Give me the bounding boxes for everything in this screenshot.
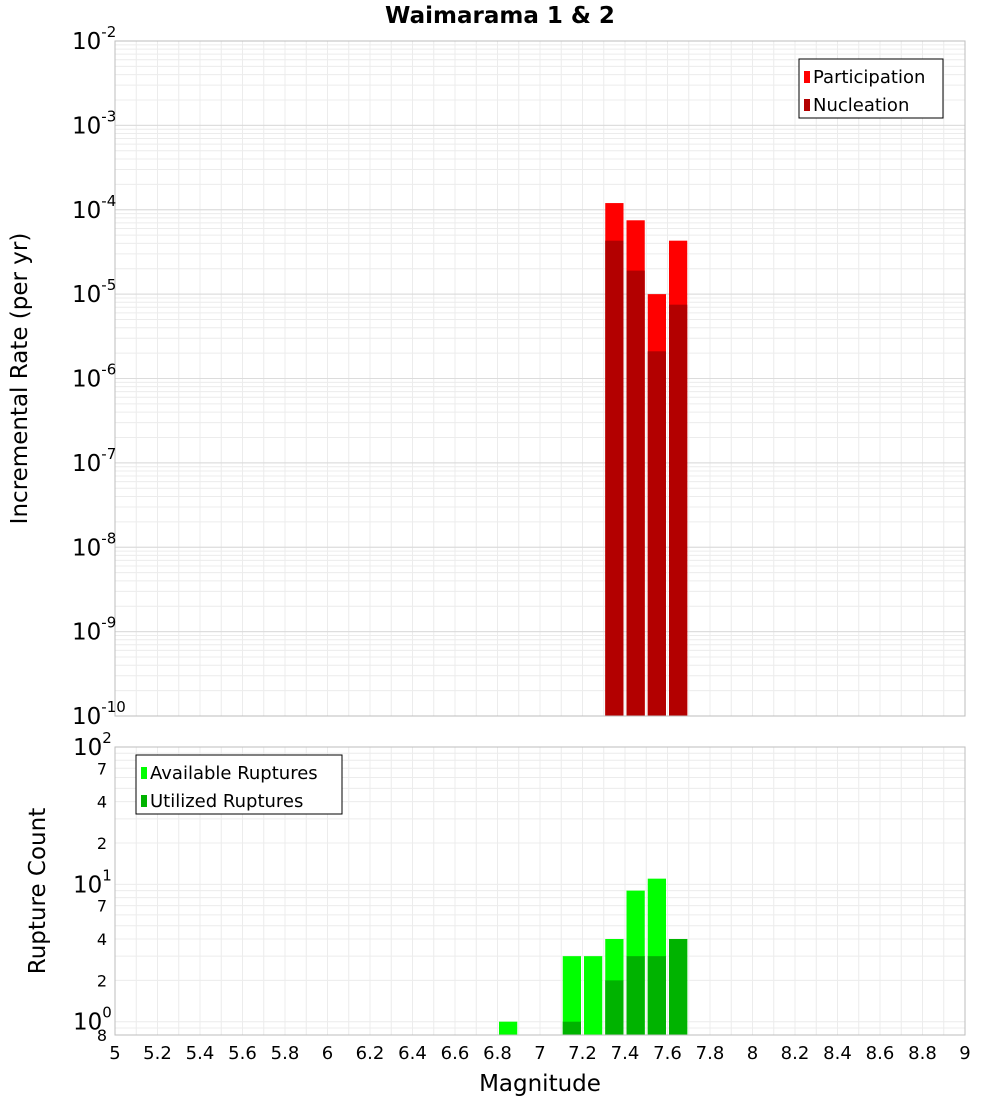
legend-box: [135, 754, 343, 815]
y-tick-label: 100: [73, 1004, 112, 1036]
bottom-y-axis-label: Rupture Count: [25, 808, 51, 974]
x-axis-label: Magnitude: [479, 1071, 601, 1097]
bar-available-ruptures: [584, 956, 603, 1035]
bottom-gridlines: [114, 746, 966, 1036]
bar-available-ruptures: [499, 1021, 518, 1035]
bar-utilized-ruptures: [647, 956, 666, 1035]
bar-available-ruptures: [562, 956, 581, 1035]
y-tick-label: 10-2: [72, 23, 116, 55]
y-tick-label: 10-6: [72, 361, 116, 393]
y-minor-tick-label: 7: [97, 897, 107, 916]
y-tick-label: 10-3: [72, 107, 116, 139]
bar-nucleation: [626, 270, 645, 716]
y-tick-label: 10-8: [72, 529, 116, 561]
y-minor-tick-label: 2: [97, 971, 107, 990]
chart-title: Waimarama 1 & 2: [385, 3, 615, 29]
top-y-ticks: 10-2 10-3 10-4 10-5 10-6 10-7 10-8 10-9 10-10: [72, 23, 126, 730]
y-tick-label: 10-4: [72, 192, 116, 224]
x-tick-label: 7.6: [653, 1043, 682, 1064]
bar-utilized-ruptures: [669, 939, 688, 1035]
legend-entry: Participation: [813, 67, 925, 88]
y-minor-tick-label: 2: [97, 834, 107, 853]
legend-swatch: [141, 767, 147, 779]
legend-swatch: [141, 795, 147, 807]
x-tick-label: 8.2: [781, 1043, 810, 1064]
bar-utilized-ruptures: [605, 980, 624, 1035]
legend-entry: Utilized Ruptures: [150, 791, 303, 812]
y-minor-tick-label: 8: [97, 1026, 107, 1045]
top-bars: [605, 203, 688, 717]
y-tick-label: 10-5: [72, 276, 116, 308]
legend-swatch: [804, 99, 810, 111]
bottom-legend: Available Ruptures Utilized Ruptures: [135, 754, 343, 815]
y-tick-label: 10-9: [72, 614, 116, 646]
x-tick-label: 6.6: [441, 1043, 470, 1064]
x-tick-label: 7.4: [611, 1043, 640, 1064]
bottom-plot-border: [114, 746, 966, 1036]
x-tick-label: 7.8: [696, 1043, 725, 1064]
x-tick-label: 8.6: [866, 1043, 895, 1064]
top-plot-border: [114, 40, 966, 717]
x-tick-label: 8.8: [908, 1043, 937, 1064]
legend-swatch: [804, 71, 810, 83]
x-tick-label: 8: [747, 1043, 758, 1064]
y-tick-label: 10-10: [72, 698, 126, 730]
legend-entry: Nucleation: [813, 95, 909, 116]
top-legend: Participation Nucleation: [798, 58, 944, 119]
x-tick-label: 8.4: [823, 1043, 852, 1064]
x-ticks: 5 5.2 5.4 5.6 5.8 6 6.2 6.4 6.6 6.8 7 7.2 7.4 7.6 7.8 8…: [109, 1043, 970, 1064]
legend-box: [798, 58, 944, 119]
top-gridlines: [114, 40, 966, 717]
y-tick-label: 101: [73, 866, 112, 898]
x-tick-label: 6.4: [398, 1043, 427, 1064]
x-tick-label: 9: [959, 1043, 970, 1064]
x-tick-label: 5.2: [143, 1043, 172, 1064]
y-minor-tick-label: 4: [97, 930, 107, 949]
legend-entry: Available Ruptures: [150, 763, 318, 784]
x-tick-label: 6: [322, 1043, 333, 1064]
x-tick-label: 6.8: [483, 1043, 512, 1064]
top-y-axis-label: Incremental Rate (per yr): [7, 233, 33, 525]
x-tick-label: 7: [534, 1043, 545, 1064]
y-minor-tick-label: 7: [97, 759, 107, 778]
x-tick-label: 5.4: [186, 1043, 215, 1064]
y-tick-label: 102: [73, 729, 112, 761]
bar-utilized-ruptures: [626, 956, 645, 1035]
bar-nucleation: [605, 240, 624, 717]
x-tick-label: 6.2: [356, 1043, 385, 1064]
bottom-y-ticks: 102 101 100 7 4 2 7 4 2 8: [73, 729, 112, 1045]
x-tick-label: 5.6: [228, 1043, 257, 1064]
bar-nucleation: [647, 351, 666, 716]
y-tick-label: 10-7: [72, 445, 116, 477]
x-tick-label: 7.2: [568, 1043, 597, 1064]
bar-utilized-ruptures: [562, 1021, 581, 1035]
bar-nucleation: [669, 304, 688, 716]
bottom-bars: [499, 878, 688, 1035]
x-tick-label: 5: [109, 1043, 120, 1064]
x-tick-label: 5.8: [271, 1043, 300, 1064]
y-minor-tick-label: 4: [97, 793, 107, 812]
